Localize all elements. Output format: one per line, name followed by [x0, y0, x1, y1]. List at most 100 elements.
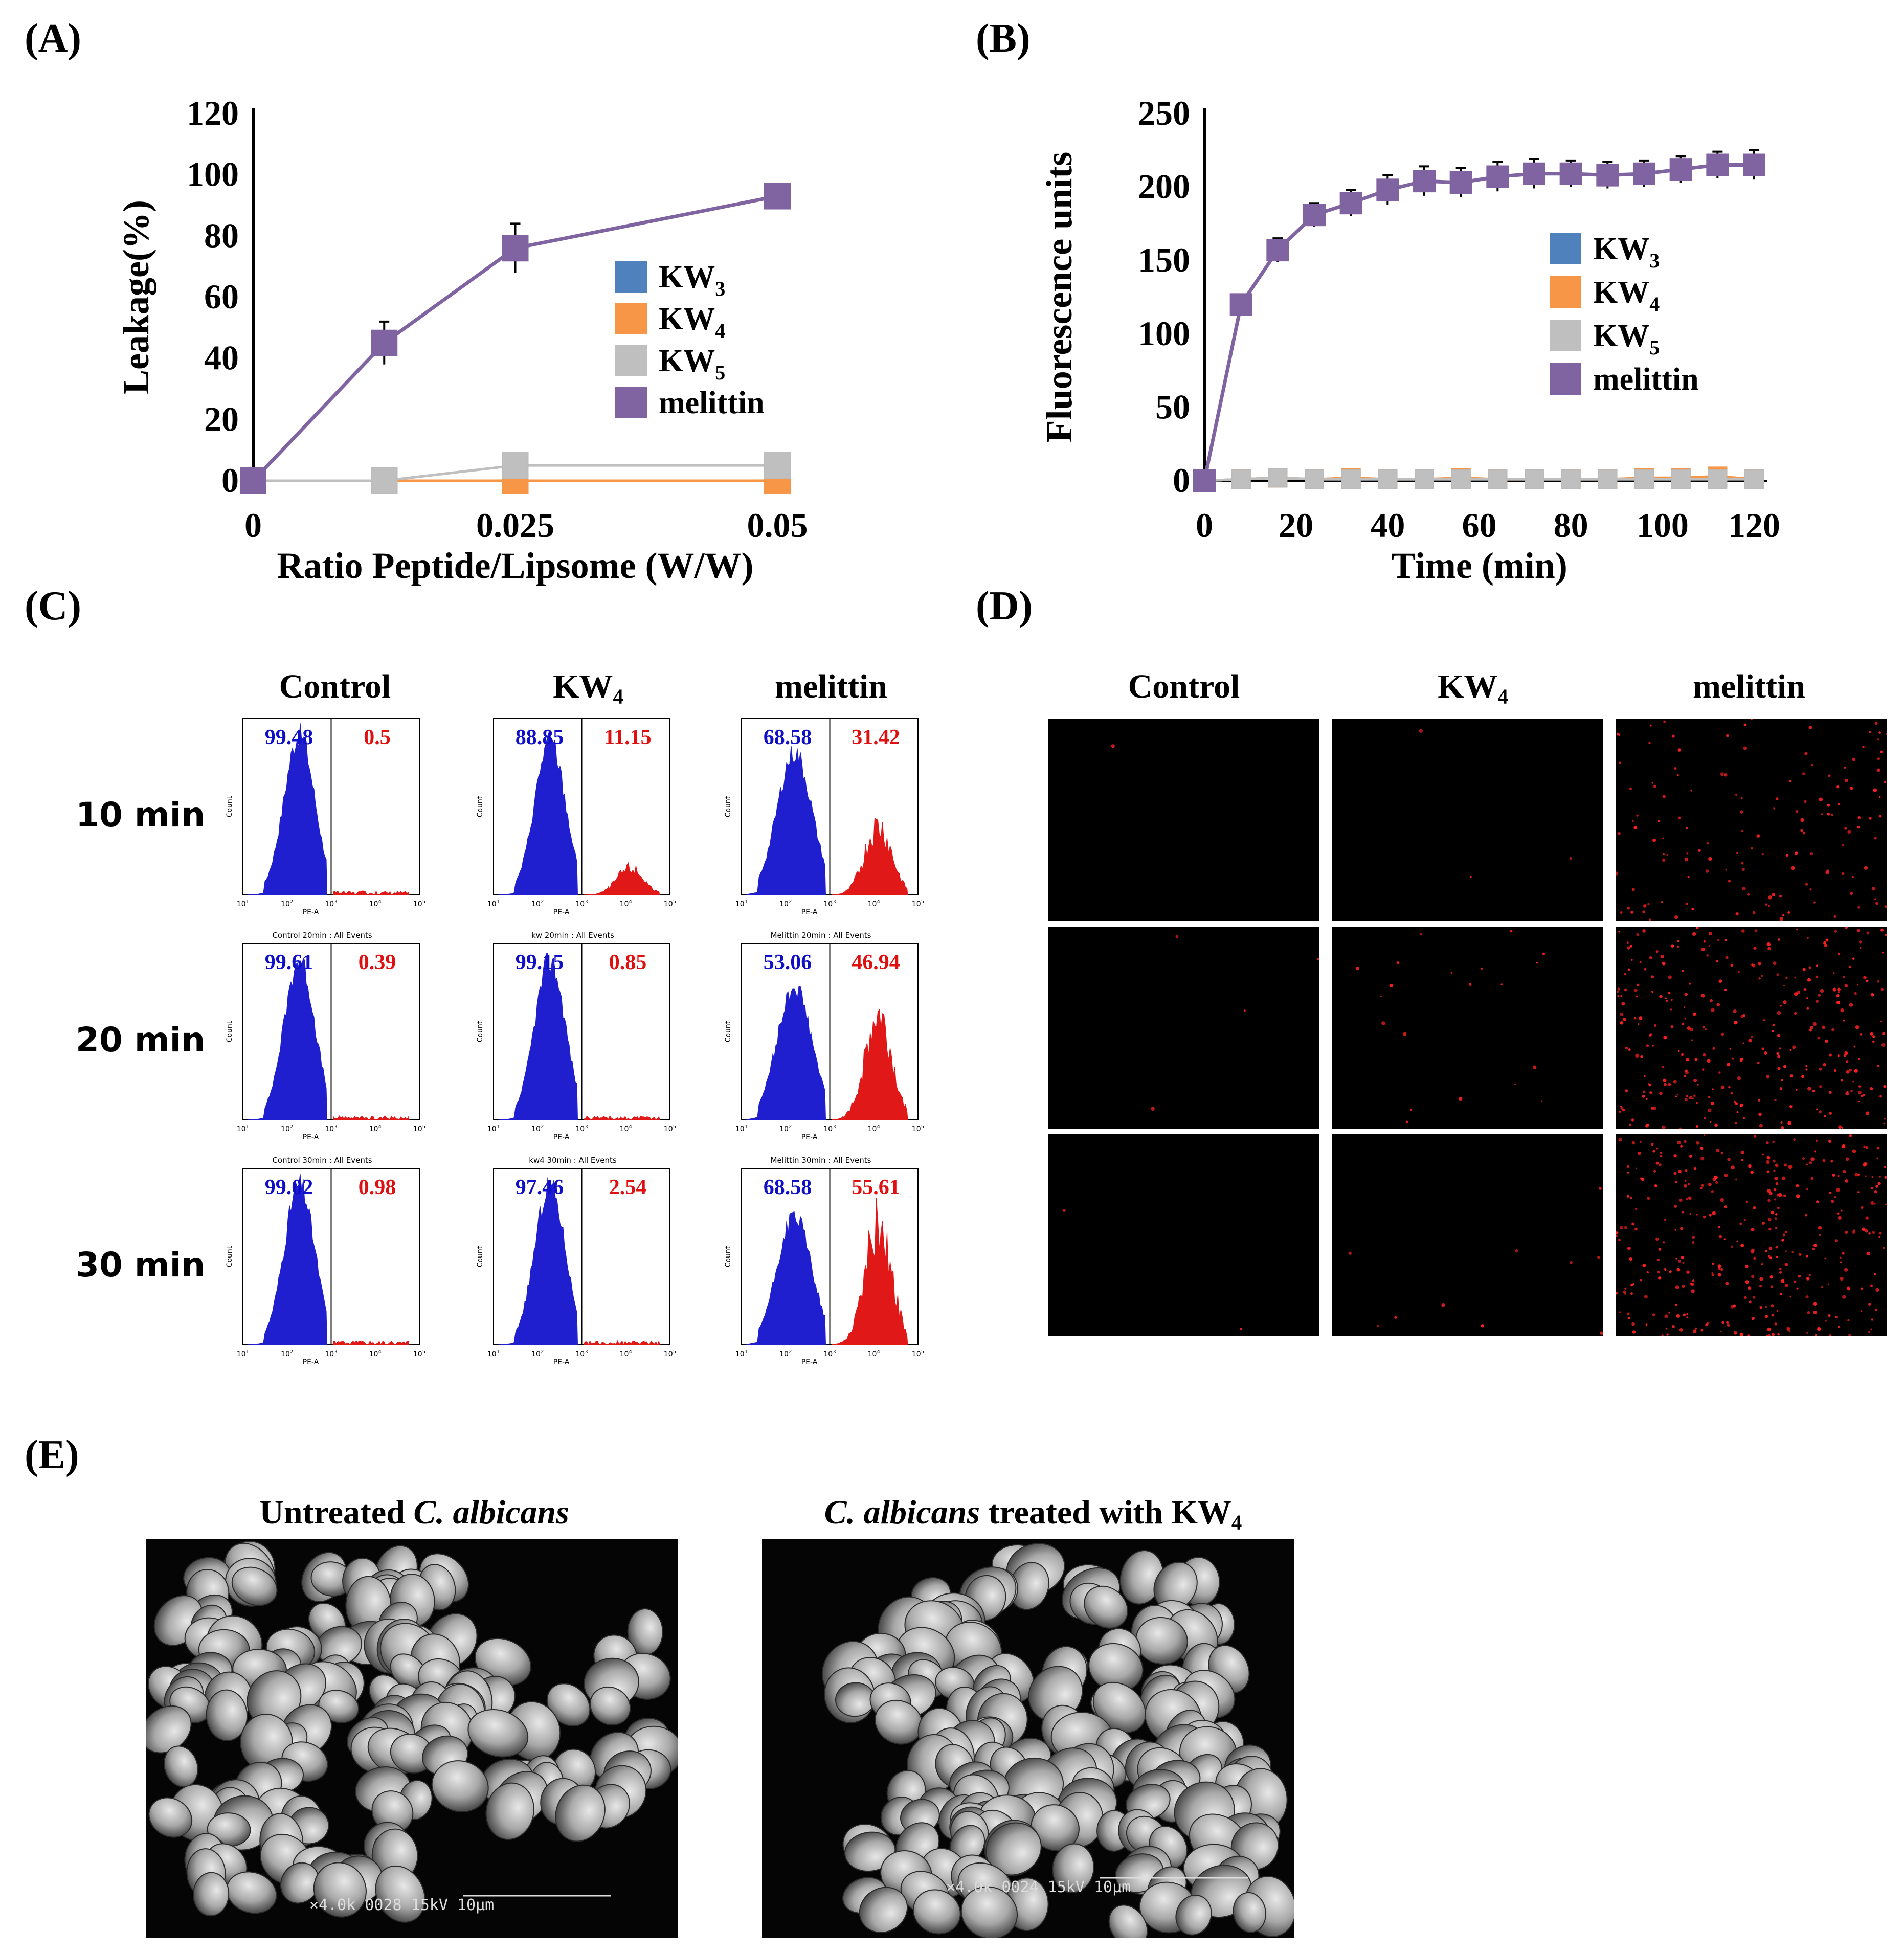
facs-histogram: kw4 30min : All Events 97.46 2.54 101 102 103… — [465, 1156, 680, 1365]
red-cell-dot — [1633, 989, 1638, 993]
red-cell-dot — [1599, 1187, 1602, 1190]
red-cell-dot — [1797, 991, 1800, 994]
red-cell-dot — [1806, 1277, 1810, 1281]
facs-red-peak — [584, 1340, 660, 1345]
facs-x-tick: 105 — [413, 899, 425, 908]
red-cell-dot — [1480, 967, 1483, 970]
red-cell-dot — [1710, 999, 1713, 1002]
red-cell-dot — [1741, 867, 1745, 871]
red-cell-dot — [1662, 795, 1666, 798]
confocal-image — [1332, 719, 1603, 921]
red-cell-dot — [1664, 1218, 1667, 1221]
red-cell-dot — [1871, 1318, 1873, 1321]
red-cell-dot — [1687, 876, 1690, 878]
red-cell-dot — [1730, 1245, 1733, 1248]
red-cell-dot — [1618, 1239, 1621, 1242]
red-cell-dot — [1831, 1200, 1834, 1203]
x-tick-label: 100 — [1637, 506, 1689, 545]
facs-x-tick: 104 — [369, 1124, 382, 1133]
red-cell-dot — [1695, 1141, 1700, 1145]
red-cell-dot — [1686, 1095, 1688, 1097]
red-cell-dot — [1500, 983, 1503, 986]
red-cell-dot — [1674, 767, 1677, 770]
red-cell-dot — [1871, 1186, 1874, 1190]
red-cell-dot — [1773, 807, 1775, 810]
red-cell-dot — [1828, 774, 1831, 777]
red-cell-dot — [1675, 1285, 1679, 1289]
marker-melittin — [1633, 162, 1655, 185]
yeast-cell — [231, 1566, 278, 1606]
red-cell-dot — [1860, 947, 1862, 949]
red-cell-dot — [1767, 1255, 1771, 1258]
red-cell-dot — [1692, 1236, 1695, 1239]
red-cell-dot — [1779, 894, 1782, 898]
red-cell-dot — [1882, 1032, 1885, 1036]
red-cell-dot — [1655, 950, 1659, 953]
facs-x-tick: 101 — [487, 1124, 500, 1133]
sem-title-2-post: treated with KW — [980, 1494, 1231, 1531]
red-cell-dot — [1597, 1255, 1600, 1259]
red-cell-dot — [1685, 1180, 1687, 1182]
red-cell-dot — [1682, 1022, 1685, 1025]
marker-KW5 — [502, 452, 529, 479]
red-cell-dot — [1875, 902, 1878, 905]
y-tick-label: 0 — [1173, 461, 1190, 500]
panel-label-c: (C) — [25, 583, 82, 628]
red-cell-dot — [1844, 1230, 1848, 1234]
red-cell-dot — [1781, 1239, 1784, 1242]
red-cell-dot — [1793, 1138, 1796, 1141]
marker-melittin — [1559, 162, 1582, 185]
red-cell-dot — [1718, 979, 1722, 983]
red-cell-dot — [1810, 1177, 1813, 1180]
red-cell-dot — [1668, 975, 1672, 979]
red-cell-dot — [1810, 1157, 1815, 1161]
red-cell-dot — [1838, 803, 1840, 805]
sem-scale-text: ×4.0k 0028 15kV 10μm — [309, 1896, 494, 1914]
red-cell-dot — [1844, 1268, 1848, 1272]
red-cell-dot — [1671, 734, 1675, 738]
red-cell-dot — [1854, 1069, 1858, 1073]
red-cell-dot — [1764, 1314, 1768, 1318]
red-cell-dot — [1805, 1214, 1807, 1217]
red-cell-dot — [1740, 1057, 1743, 1061]
facs-column-label: melittin — [775, 668, 887, 705]
red-cell-dot — [1861, 1094, 1864, 1097]
red-cell-dot — [1863, 1145, 1866, 1148]
red-cell-dot — [1730, 1092, 1733, 1094]
facs-right-percent: 0.39 — [359, 951, 396, 974]
red-cell-dot — [1380, 995, 1382, 998]
red-cell-dot — [1642, 1090, 1646, 1094]
red-cell-dot — [1848, 1334, 1851, 1336]
red-cell-dot — [1676, 1268, 1681, 1272]
red-cell-dot — [1688, 1196, 1692, 1200]
red-cell-dot — [1758, 1099, 1761, 1102]
chart-b: 0 50 100 150 200 250 0 20 40 60 80 100 120 Time (min)… — [1043, 94, 1780, 586]
red-cell-dot — [1875, 1184, 1879, 1188]
facs-x-tick: 103 — [325, 1349, 337, 1358]
red-cell-dot — [1751, 1316, 1755, 1320]
facs-blue-peak — [248, 957, 328, 1120]
marker-melittin — [240, 467, 266, 494]
red-cell-dot — [1674, 1229, 1676, 1231]
facs-column-header: melittin — [703, 667, 959, 706]
red-cell-dot — [1617, 987, 1621, 991]
facs-x-tick: 101 — [237, 899, 249, 908]
red-cell-dot — [1838, 991, 1840, 994]
red-cell-dot — [1782, 914, 1785, 917]
red-cell-dot — [1748, 1164, 1752, 1168]
red-cell-dot — [1649, 956, 1652, 959]
red-cell-dot — [1758, 962, 1761, 966]
facs-y-axis-label: Count — [226, 796, 234, 817]
red-cell-dot — [1682, 1285, 1685, 1288]
y-tick-label: 60 — [204, 277, 239, 316]
red-cell-dot — [1724, 989, 1727, 991]
red-cell-dot — [1810, 852, 1813, 856]
red-cell-dot — [1816, 964, 1818, 967]
red-cell-dot — [1703, 940, 1706, 943]
red-cell-dot — [1720, 1268, 1723, 1271]
red-cell-dot — [1735, 1121, 1737, 1124]
red-cell-dot — [1765, 1141, 1769, 1145]
red-cell-dot — [1627, 1172, 1629, 1174]
red-cell-dot — [1721, 1032, 1724, 1036]
red-cell-dot — [1690, 790, 1692, 792]
